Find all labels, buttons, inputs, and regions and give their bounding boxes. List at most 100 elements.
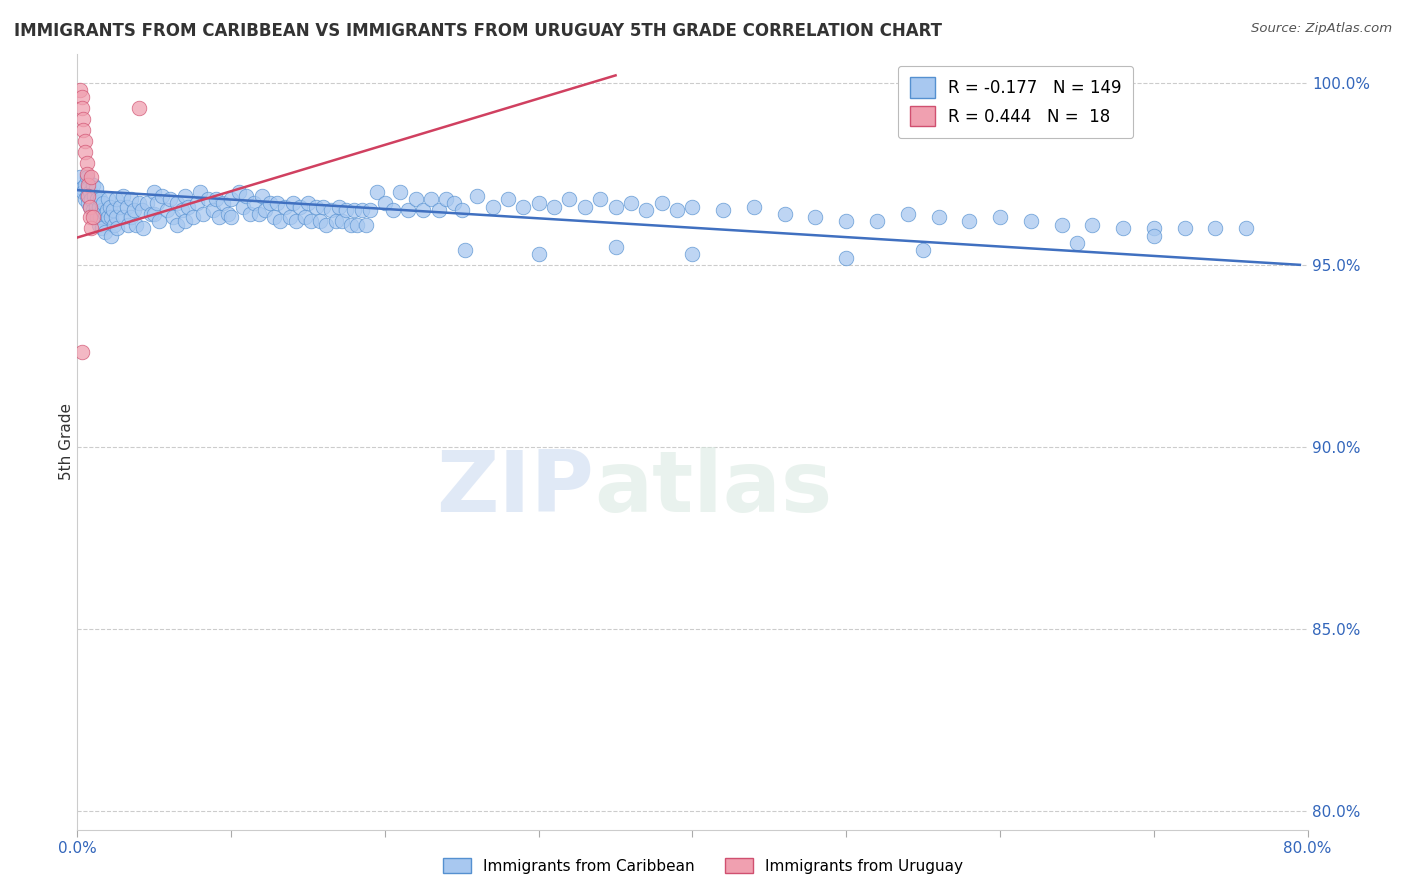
Point: [94, 207, 117, 221]
Point: [84, 200, 107, 214]
Point: [69, 170, 91, 185]
Point: [159, 192, 181, 206]
Text: Source: ZipAtlas.com: Source: ZipAtlas.com: [1251, 22, 1392, 36]
Legend: R = -0.177   N = 149, R = 0.444   N =  18: R = -0.177 N = 149, R = 0.444 N = 18: [898, 66, 1133, 138]
Point: [219, 211, 242, 225]
Point: [72, 185, 94, 199]
Point: [1081, 218, 1104, 232]
Point: [80, 192, 103, 206]
Text: atlas: atlas: [595, 447, 832, 530]
Point: [605, 239, 627, 253]
Point: [651, 195, 673, 210]
Point: [82, 203, 104, 218]
Point: [69, 83, 91, 97]
Point: [70, 181, 93, 195]
Point: [356, 218, 378, 232]
Point: [208, 211, 231, 225]
Point: [76, 156, 98, 170]
Point: [243, 195, 266, 210]
Point: [335, 203, 357, 218]
Point: [605, 200, 627, 214]
Point: [290, 200, 312, 214]
Point: [682, 247, 704, 261]
Point: [70, 345, 93, 359]
Point: [201, 203, 224, 218]
Point: [1112, 221, 1135, 235]
Point: [443, 195, 465, 210]
Point: [143, 207, 166, 221]
Point: [120, 192, 142, 206]
Point: [253, 203, 276, 218]
Point: [80, 221, 103, 235]
Point: [73, 178, 96, 192]
Point: [112, 211, 135, 225]
Point: [103, 218, 125, 232]
Point: [259, 195, 281, 210]
Point: [297, 195, 319, 210]
Point: [278, 211, 301, 225]
Point: [412, 203, 434, 218]
Point: [427, 203, 450, 218]
Point: [1204, 221, 1226, 235]
Point: [589, 192, 612, 206]
Point: [420, 192, 443, 206]
Point: [76, 188, 98, 202]
Point: [98, 200, 121, 214]
Point: [170, 203, 193, 218]
Point: [274, 200, 297, 214]
Point: [284, 214, 307, 228]
Point: [131, 203, 153, 218]
Point: [96, 203, 118, 218]
Point: [330, 214, 353, 228]
Point: [72, 123, 94, 137]
Point: [112, 188, 135, 202]
Point: [122, 203, 145, 218]
Point: [87, 200, 110, 214]
Point: [897, 207, 920, 221]
Point: [83, 207, 105, 221]
Point: [115, 200, 138, 214]
Point: [374, 195, 396, 210]
Point: [666, 203, 689, 218]
Point: [135, 195, 157, 210]
Point: [141, 207, 163, 221]
Point: [957, 214, 980, 228]
Point: [77, 188, 100, 202]
Point: [86, 211, 108, 225]
Point: [89, 211, 111, 225]
Point: [125, 218, 148, 232]
Point: [76, 170, 98, 185]
Point: [773, 207, 796, 221]
Point: [77, 181, 100, 195]
Point: [512, 200, 534, 214]
Point: [328, 200, 350, 214]
Point: [1234, 221, 1257, 235]
Point: [77, 178, 100, 192]
Point: [82, 211, 104, 225]
Point: [104, 192, 127, 206]
Point: [72, 112, 94, 127]
Point: [928, 211, 950, 225]
Point: [148, 214, 170, 228]
Point: [543, 200, 565, 214]
Point: [79, 211, 101, 225]
Point: [389, 185, 412, 199]
Point: [110, 200, 132, 214]
Point: [217, 207, 239, 221]
Point: [247, 207, 270, 221]
Point: [465, 188, 488, 202]
Point: [711, 203, 734, 218]
Point: [527, 195, 550, 210]
Point: [77, 195, 100, 210]
Point: [636, 203, 658, 218]
Point: [104, 211, 127, 225]
Point: [294, 211, 316, 225]
Point: [359, 203, 381, 218]
Point: [436, 192, 458, 206]
Point: [79, 200, 101, 214]
Point: [309, 214, 332, 228]
Text: IMMIGRANTS FROM CARIBBEAN VS IMMIGRANTS FROM URUGUAY 5TH GRADE CORRELATION CHART: IMMIGRANTS FROM CARIBBEAN VS IMMIGRANTS …: [14, 22, 942, 40]
Point: [100, 211, 122, 225]
Point: [79, 185, 101, 199]
Point: [263, 211, 285, 225]
